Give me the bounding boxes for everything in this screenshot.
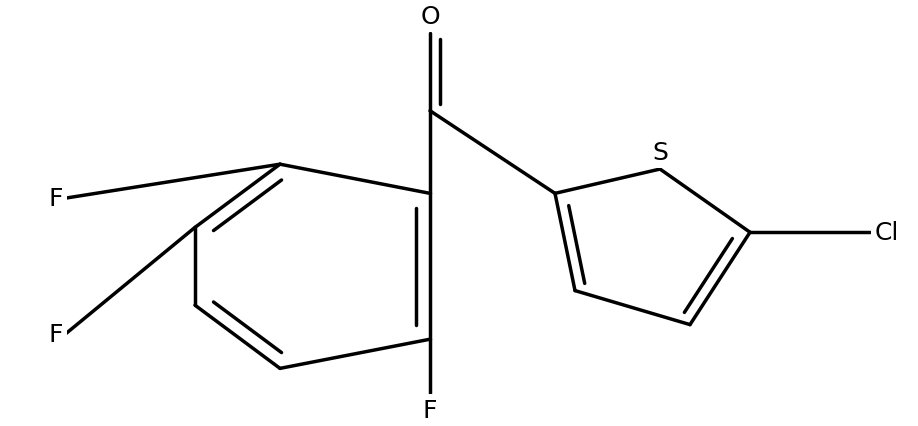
Text: F: F <box>423 397 437 422</box>
Text: O: O <box>420 5 440 29</box>
Text: S: S <box>652 141 668 165</box>
Text: F: F <box>49 322 63 346</box>
Text: F: F <box>49 187 63 211</box>
Text: Cl: Cl <box>875 221 900 245</box>
